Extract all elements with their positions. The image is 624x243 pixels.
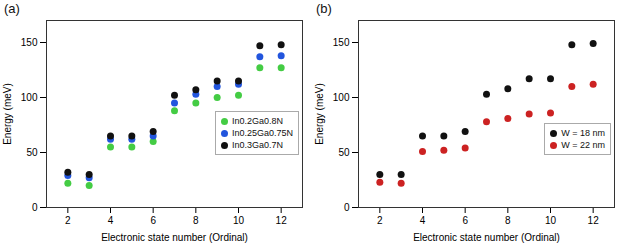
svg-text:12: 12 [276,215,288,226]
svg-text:8: 8 [193,215,199,226]
html-text:In0.3Ga0.7N: In0.3Ga0.7N [232,140,283,150]
svg-text:50: 50 [26,147,38,158]
svg-text:100: 100 [21,92,38,103]
html-text:W = 18 nm: W = 18 nm [561,128,605,138]
html-text:In0.25Ga0.75N: In0.25Ga0.75N [232,128,293,138]
svg-text:0: 0 [32,202,38,213]
svg-text:150: 150 [21,37,38,48]
svg-text:100: 100 [333,92,350,103]
svg-text:6: 6 [150,215,156,226]
svg-text:50: 50 [338,147,350,158]
html-text:(b): (b) [316,1,332,16]
svg-text:150: 150 [333,37,350,48]
svg-text:Energy (meV): Energy (meV) [314,83,325,145]
svg-text:4: 4 [108,215,114,226]
html-text:(a): (a) [4,1,20,16]
svg-text:Electronic state number (Ordin: Electronic state number (Ordinal) [413,232,560,243]
svg-text:6: 6 [462,215,468,226]
svg-text:12: 12 [588,215,600,226]
html-text:W = 22 nm: W = 22 nm [561,140,605,150]
svg-text:10: 10 [545,215,557,226]
html-text:In0.2Ga0.8N: In0.2Ga0.8N [232,116,283,126]
svg-text:2: 2 [65,215,71,226]
svg-text:Energy (meV): Energy (meV) [2,83,13,145]
svg-text:Electronic state number (Ordin: Electronic state number (Ordinal) [101,232,248,243]
svg-text:2: 2 [377,215,383,226]
svg-text:10: 10 [233,215,245,226]
svg-text:8: 8 [505,215,511,226]
svg-text:0: 0 [344,202,350,213]
svg-text:4: 4 [420,215,426,226]
